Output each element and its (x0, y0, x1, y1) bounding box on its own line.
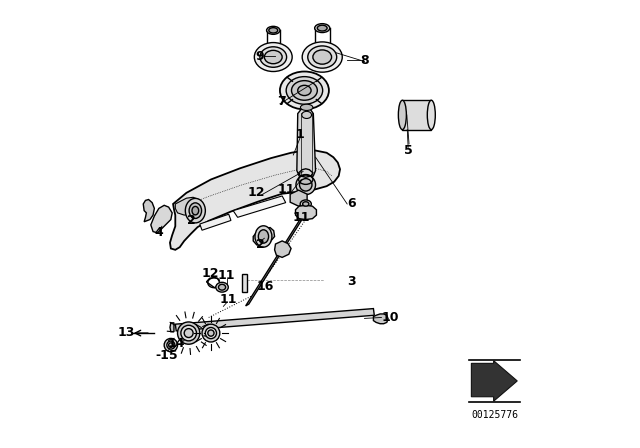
Ellipse shape (286, 77, 323, 104)
Ellipse shape (267, 26, 280, 34)
Ellipse shape (168, 343, 173, 347)
Ellipse shape (205, 327, 216, 339)
Polygon shape (175, 197, 201, 215)
Ellipse shape (192, 207, 198, 215)
Text: 5: 5 (404, 144, 413, 157)
Ellipse shape (184, 329, 193, 337)
Ellipse shape (398, 100, 406, 129)
Text: 1: 1 (296, 129, 305, 142)
Ellipse shape (303, 202, 309, 206)
Ellipse shape (164, 338, 177, 352)
Text: 11: 11 (219, 293, 237, 306)
Ellipse shape (216, 282, 228, 292)
Ellipse shape (302, 42, 342, 72)
Polygon shape (373, 314, 388, 324)
Text: 12: 12 (248, 186, 265, 199)
Text: -15: -15 (155, 349, 178, 362)
Polygon shape (472, 361, 517, 401)
Polygon shape (275, 241, 291, 258)
Ellipse shape (189, 203, 202, 219)
Ellipse shape (317, 25, 327, 31)
Polygon shape (253, 228, 275, 246)
Ellipse shape (315, 24, 330, 33)
Ellipse shape (218, 284, 226, 290)
Ellipse shape (264, 50, 282, 64)
Ellipse shape (260, 47, 287, 67)
Polygon shape (175, 309, 374, 331)
Text: 00125776: 00125776 (471, 410, 518, 420)
Ellipse shape (300, 104, 313, 111)
Ellipse shape (177, 322, 200, 344)
Text: 4: 4 (154, 225, 163, 238)
Ellipse shape (298, 85, 311, 95)
Ellipse shape (254, 43, 292, 72)
Ellipse shape (181, 325, 196, 341)
Ellipse shape (301, 112, 312, 118)
Text: 7: 7 (277, 95, 285, 108)
Polygon shape (233, 196, 285, 217)
Ellipse shape (186, 198, 205, 223)
Text: 9: 9 (255, 50, 264, 63)
Bar (242, 274, 248, 292)
Ellipse shape (308, 46, 337, 68)
Bar (403, 100, 431, 129)
Ellipse shape (167, 341, 175, 349)
Text: 11: 11 (292, 211, 310, 224)
Polygon shape (246, 214, 305, 306)
Ellipse shape (280, 72, 329, 109)
Ellipse shape (313, 50, 332, 64)
Ellipse shape (259, 230, 269, 243)
Circle shape (300, 179, 312, 191)
Polygon shape (143, 199, 154, 222)
Text: 11: 11 (278, 183, 295, 196)
Text: 12: 12 (202, 267, 219, 280)
Polygon shape (170, 151, 340, 250)
Polygon shape (170, 323, 174, 332)
Polygon shape (297, 109, 316, 180)
Text: 2: 2 (255, 238, 264, 251)
Ellipse shape (269, 28, 278, 33)
Polygon shape (151, 205, 172, 233)
Ellipse shape (291, 81, 317, 100)
Text: 13: 13 (118, 326, 135, 339)
Text: 8: 8 (360, 54, 369, 67)
Text: 10: 10 (381, 311, 399, 324)
Text: 14: 14 (168, 337, 186, 350)
Ellipse shape (300, 200, 311, 208)
Text: 11: 11 (218, 269, 236, 282)
Ellipse shape (208, 330, 214, 336)
Text: 2: 2 (188, 215, 196, 228)
Text: 16: 16 (257, 280, 275, 293)
Ellipse shape (255, 226, 272, 247)
Polygon shape (290, 190, 307, 206)
Text: 6: 6 (347, 198, 355, 211)
Polygon shape (296, 205, 316, 220)
Ellipse shape (428, 100, 435, 129)
Text: 3: 3 (347, 276, 355, 289)
Circle shape (296, 175, 316, 194)
Polygon shape (200, 214, 231, 230)
Ellipse shape (202, 324, 220, 342)
